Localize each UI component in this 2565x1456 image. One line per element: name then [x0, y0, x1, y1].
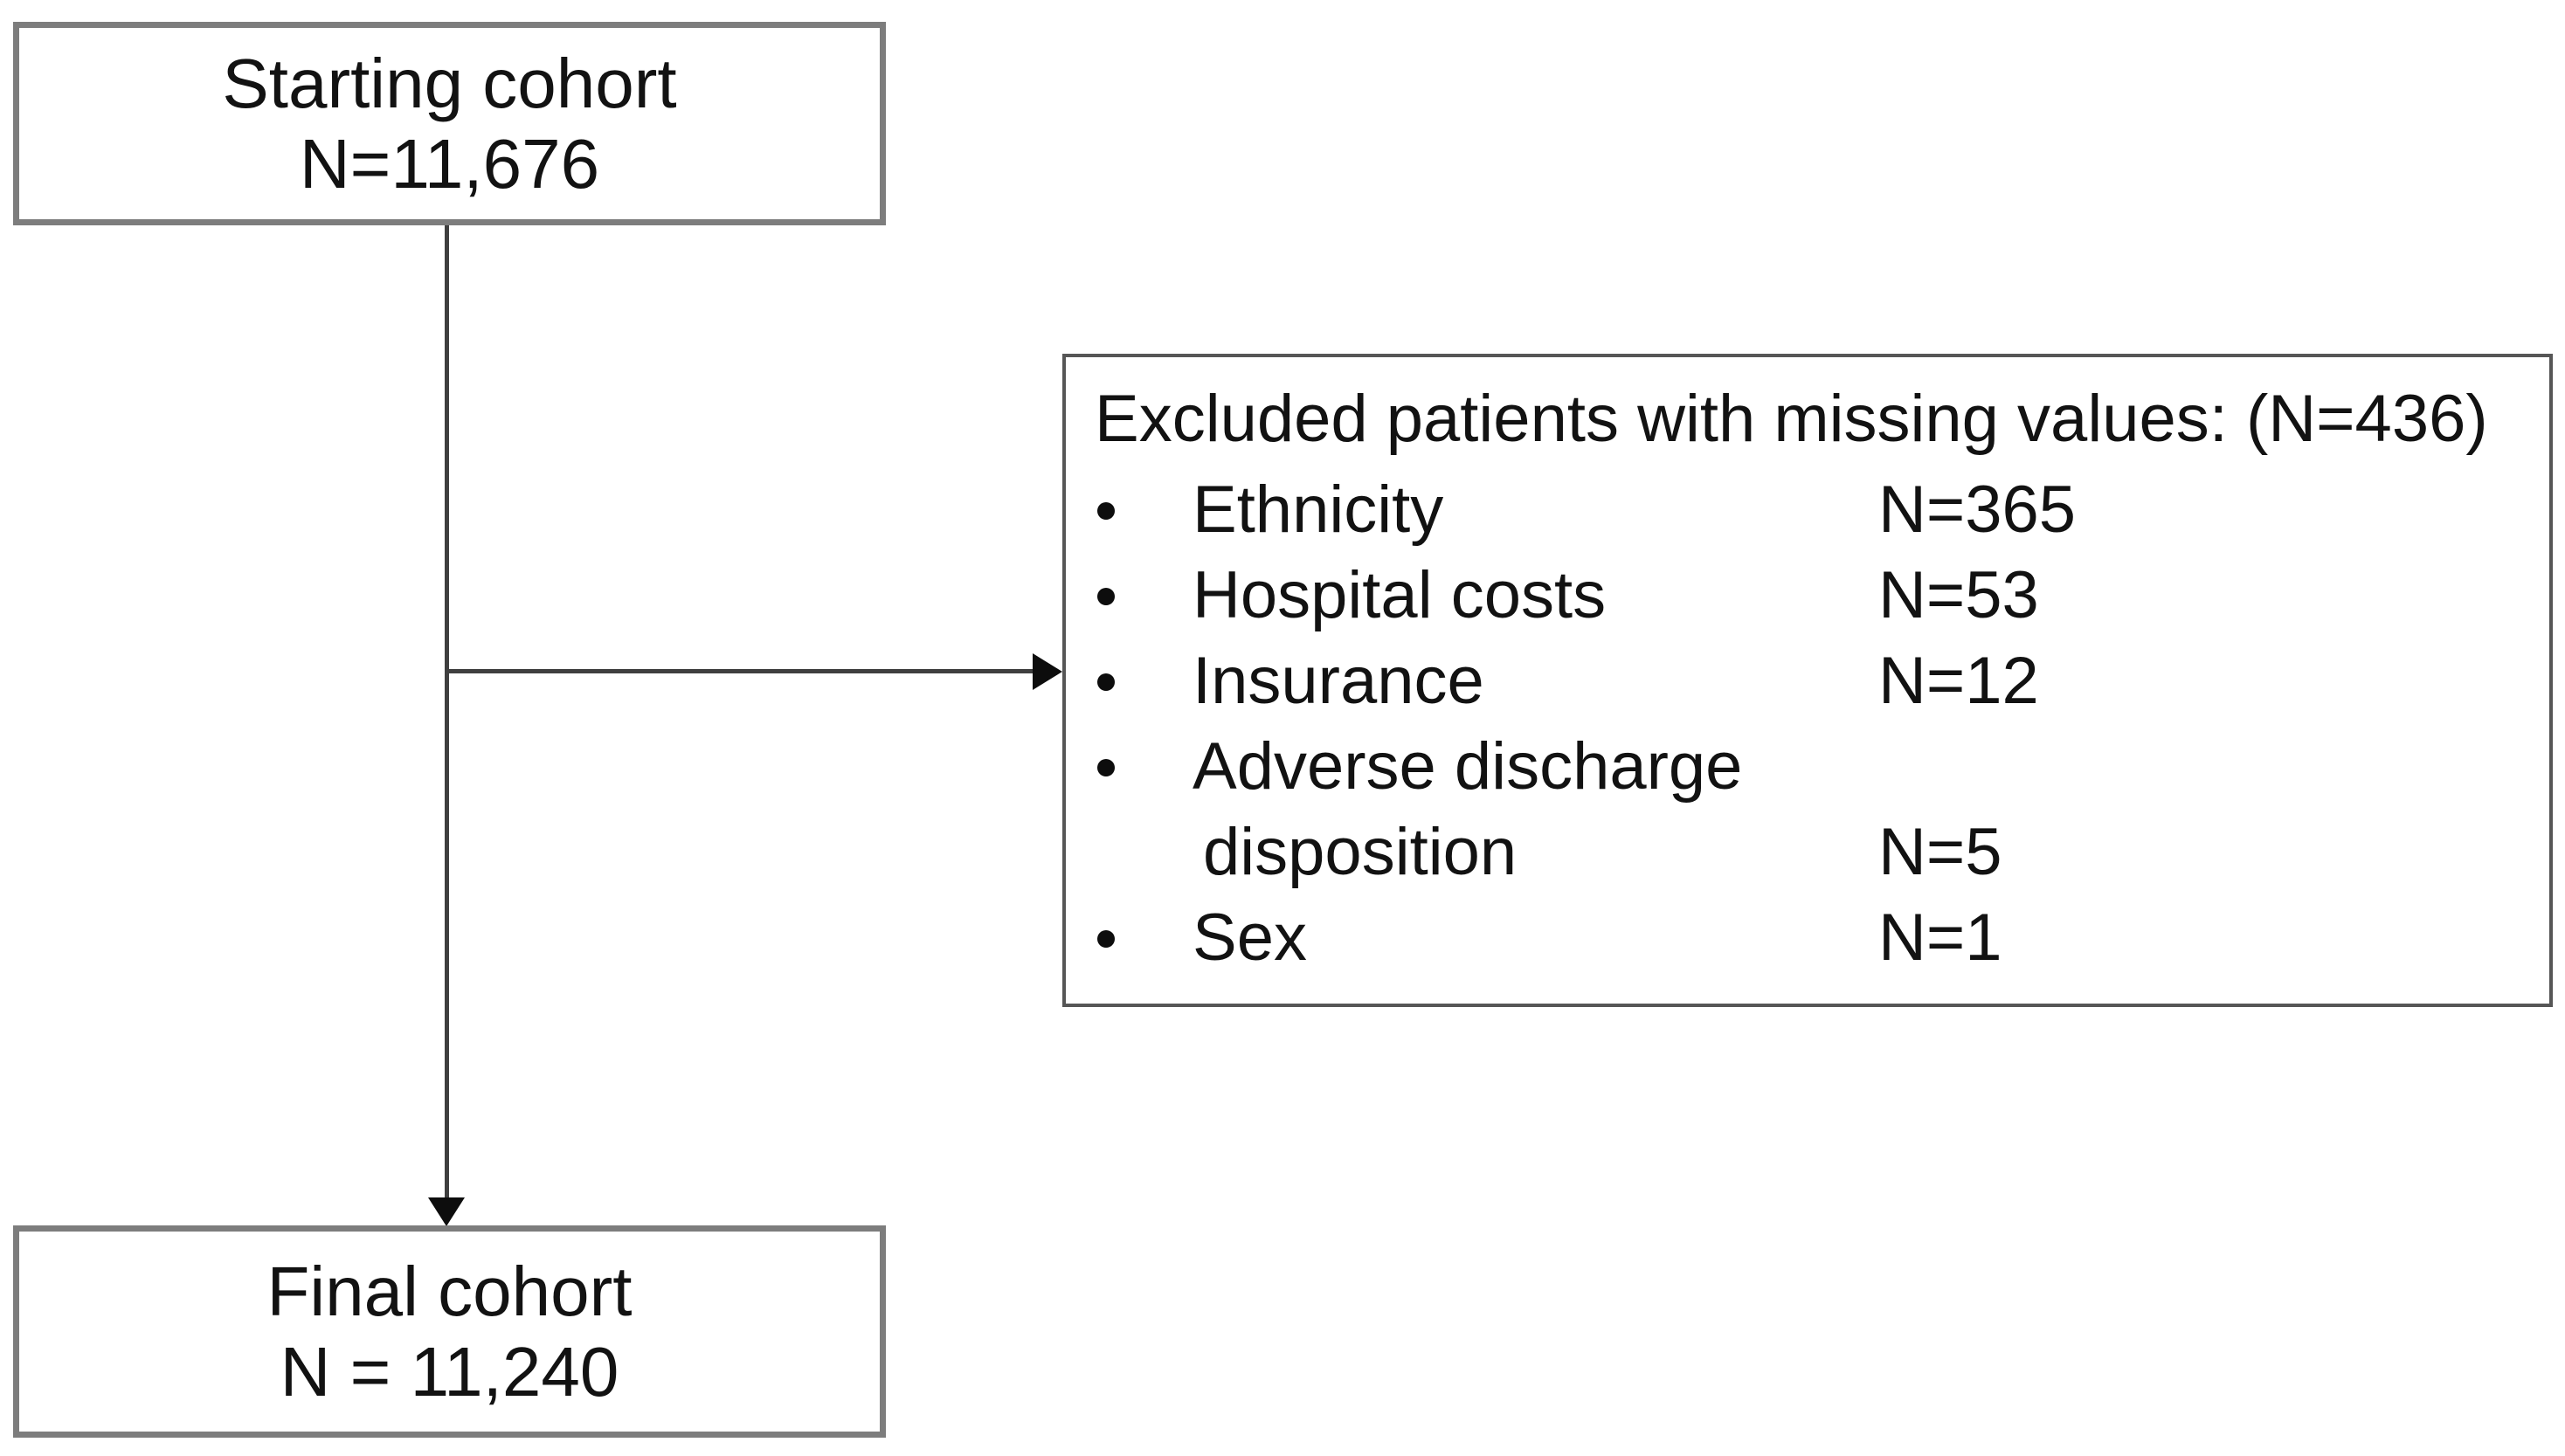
excluded-item-row: Ethnicity N=365 — [1066, 469, 2549, 551]
excluded-item-label: Hospital costs — [1193, 558, 1607, 632]
vertical-connector-line — [445, 225, 449, 1204]
starting-cohort-box: Starting cohort N=11,676 — [13, 22, 886, 225]
excluded-item-label: Ethnicity — [1193, 473, 1444, 547]
excluded-item-value: N=1 — [1878, 901, 2002, 975]
excluded-item-value: N=12 — [1878, 644, 2039, 718]
excluded-item-label: Adverse discharge — [1193, 729, 1743, 804]
horizontal-connector-line — [445, 669, 1034, 673]
excluded-item-label: Insurance — [1193, 644, 1484, 718]
final-cohort-box: Final cohort N = 11,240 — [13, 1225, 886, 1438]
bullet-icon — [1097, 673, 1115, 691]
excluded-item-label: Sex — [1193, 901, 1307, 975]
excluded-item-row: Adverse discharge — [1066, 726, 2549, 808]
excluded-box-title: Excluded patients with missing values: (… — [1095, 382, 2488, 456]
excluded-item-label-line2: disposition — [1203, 815, 1518, 889]
excluded-item-row-continuation: disposition N=5 — [1066, 811, 2549, 894]
bullet-icon — [1097, 759, 1115, 776]
excluded-item-value: N=5 — [1878, 815, 2002, 889]
arrowhead-down-icon — [428, 1197, 465, 1226]
excluded-patients-box: Excluded patients with missing values: (… — [1062, 354, 2553, 1007]
excluded-item-row: Hospital costs N=53 — [1066, 555, 2549, 637]
bullet-icon — [1097, 502, 1115, 520]
bullet-icon — [1097, 930, 1115, 948]
excluded-item-value: N=365 — [1878, 473, 2077, 547]
final-cohort-label: Final cohort — [266, 1252, 633, 1331]
final-cohort-count: N = 11,240 — [280, 1332, 619, 1411]
bullet-icon — [1097, 588, 1115, 605]
starting-cohort-label: Starting cohort — [222, 45, 677, 123]
excluded-item-row: Insurance N=12 — [1066, 640, 2549, 722]
excluded-item-value: N=53 — [1878, 558, 2039, 632]
arrowhead-right-icon — [1033, 653, 1062, 690]
excluded-item-row: Sex N=1 — [1066, 897, 2549, 979]
starting-cohort-count: N=11,676 — [299, 124, 600, 203]
